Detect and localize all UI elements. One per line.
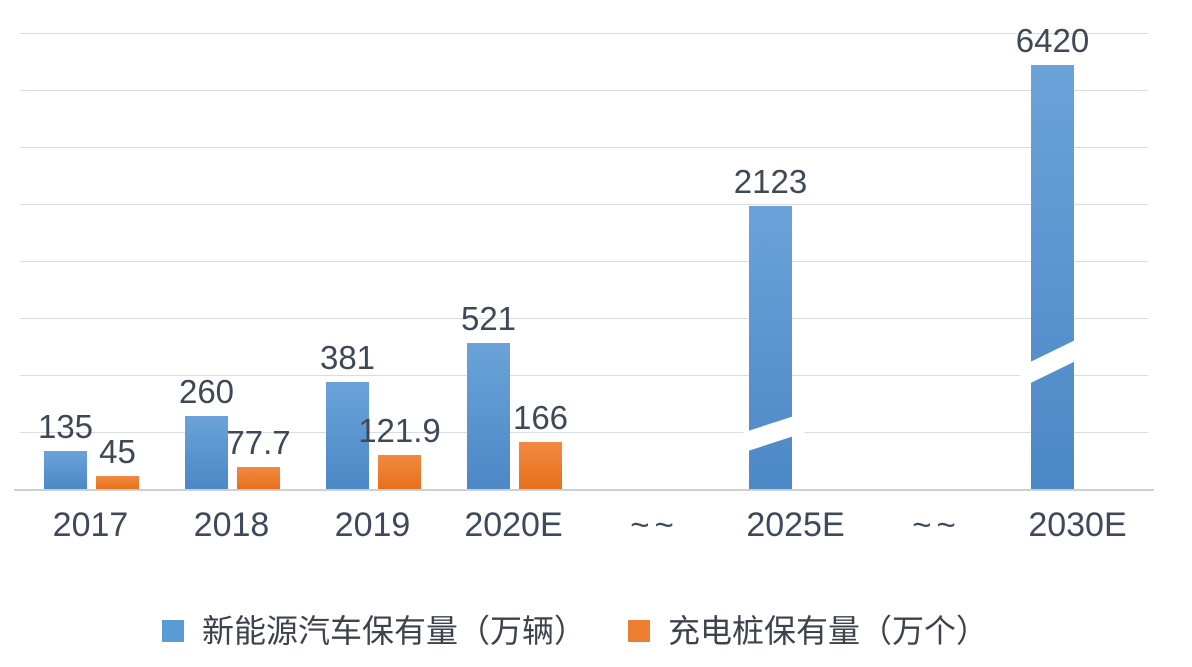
legend-label: 充电桩保有量（万个）	[668, 613, 989, 649]
data-label: 45	[99, 433, 136, 470]
legend: 新能源汽车保有量（万辆） 充电桩保有量（万个）	[162, 612, 988, 650]
data-label: 135	[37, 408, 94, 445]
data-label: 521	[460, 300, 517, 337]
gridline	[20, 375, 1148, 376]
bar-ev-fleet-2020E	[467, 343, 510, 489]
bar-ev-fleet-2019	[326, 382, 369, 489]
legend-swatch-icon	[162, 620, 184, 643]
data-label: 2123	[733, 163, 808, 200]
gridline	[20, 261, 1148, 262]
data-label: 121.9	[358, 412, 441, 449]
bar-charging-piles-2017	[96, 476, 139, 489]
legend-label: 新能源汽车保有量（万辆）	[202, 613, 587, 649]
gridline	[20, 33, 1148, 34]
bar-charging-piles-2019	[378, 455, 421, 489]
bar-ev-fleet-2018	[185, 416, 228, 489]
bar-ev-fleet-2030E	[1031, 65, 1074, 489]
data-label: 260	[178, 373, 235, 410]
data-label: 381	[319, 339, 376, 376]
data-label: 6420	[1015, 22, 1090, 59]
x-axis-label-2030E: 2030E	[1028, 506, 1127, 544]
gridline	[20, 432, 1148, 433]
gridline	[20, 318, 1148, 319]
legend-swatch-icon	[628, 620, 651, 643]
data-label: 77.7	[226, 424, 291, 461]
gridline	[20, 147, 1148, 148]
data-label: 166	[512, 399, 569, 436]
bar-charging-piles-2020E	[519, 442, 562, 489]
x-axis-line	[14, 489, 1154, 491]
bar-charging-piles-2018	[237, 467, 280, 489]
gridline	[20, 204, 1148, 205]
gridline	[20, 90, 1148, 91]
x-axis-break-label: ~~	[912, 506, 961, 543]
x-axis-label-2025E: 2025E	[746, 506, 845, 544]
bar-ev-fleet-2017	[44, 451, 87, 489]
x-axis-break-label: ~~	[630, 506, 679, 543]
legend-item-ev-fleet: 新能源汽车保有量（万辆）	[162, 612, 586, 650]
legend-item-charging-piles: 充电桩保有量（万个）	[628, 612, 988, 650]
x-axis-label-2017: 2017	[52, 506, 129, 544]
x-axis-label-2018: 2018	[193, 506, 270, 544]
x-axis-label-2019: 2019	[334, 506, 411, 544]
x-axis-label-2020E: 2020E	[464, 506, 563, 544]
